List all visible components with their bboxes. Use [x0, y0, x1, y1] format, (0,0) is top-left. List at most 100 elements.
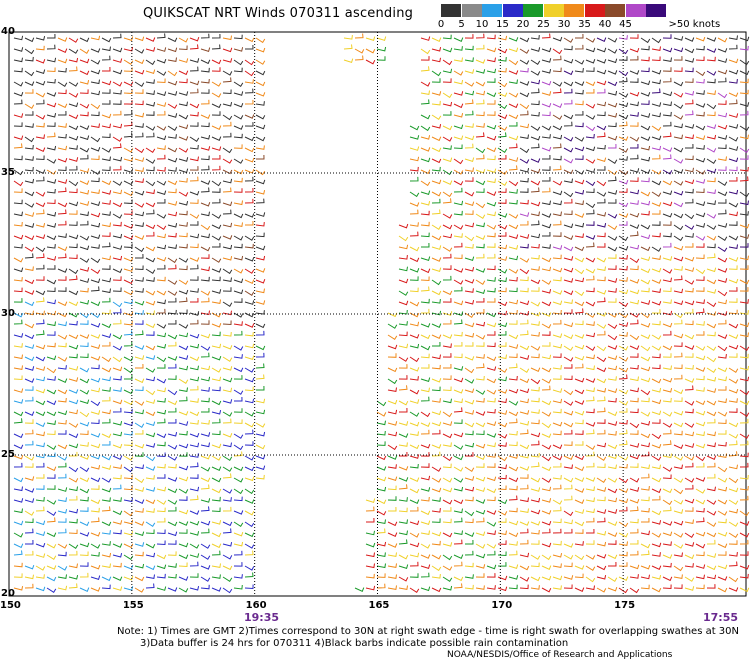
wind-barb: [35, 431, 45, 437]
wind-barb: [101, 156, 111, 162]
wind-barb: [35, 531, 46, 537]
wind-barb: [431, 334, 442, 339]
wind-barb: [695, 345, 706, 351]
wind-barb: [233, 408, 243, 413]
wind-barb: [739, 279, 750, 285]
wind-barb: [563, 309, 573, 314]
wind-barb: [233, 158, 244, 164]
wind-barb: [178, 496, 188, 501]
wind-barb: [739, 45, 749, 51]
wind-barb: [145, 125, 156, 131]
wind-barb: [123, 243, 133, 249]
wind-barb: [211, 563, 221, 568]
wind-barb: [123, 299, 133, 305]
wind-barb: [79, 168, 90, 173]
wind-barb: [596, 37, 607, 42]
wind-barb: [409, 222, 419, 227]
wind-barb: [79, 430, 89, 436]
wind-barb: [728, 388, 739, 394]
wind-barb: [607, 444, 618, 450]
wind-barb: [608, 143, 617, 149]
wind-barb: [145, 529, 155, 535]
wind-barb: [145, 59, 156, 66]
wind-barb: [178, 200, 189, 206]
wind-barb: [112, 407, 122, 413]
wind-barb: [431, 100, 441, 106]
wind-barb: [79, 211, 89, 217]
wind-barb: [200, 466, 211, 472]
wind-barb: [24, 323, 35, 329]
wind-barb: [398, 433, 409, 438]
wind-barb: [156, 356, 167, 363]
wind-barb: [651, 154, 661, 160]
wind-barb: [189, 199, 199, 204]
wind-barb: [46, 299, 56, 305]
wind-barb: [585, 257, 596, 263]
wind-barb: [442, 233, 453, 239]
wind-barb: [101, 309, 111, 315]
wind-barb: [442, 343, 452, 348]
wind-barb: [431, 497, 441, 502]
wind-barb: [607, 411, 618, 417]
wind-barb: [651, 552, 661, 557]
wind-barb: [200, 576, 211, 582]
wind-barb: [596, 541, 607, 547]
wind-barb: [464, 422, 475, 428]
wind-barb: [46, 244, 56, 249]
wind-barb: [607, 509, 618, 514]
wind-barb: [101, 477, 112, 483]
wind-barb: [640, 287, 650, 293]
wind-barb: [245, 44, 254, 50]
wind-barb: [101, 255, 111, 261]
wind-barb: [585, 287, 595, 293]
wind-barb: [431, 518, 441, 523]
wind-barb: [739, 102, 750, 107]
wind-barb: [475, 543, 486, 549]
wind-barb: [200, 397, 210, 403]
wind-barb: [651, 455, 662, 461]
wind-barb: [530, 301, 541, 307]
wind-barb: [706, 553, 717, 558]
wind-barb: [464, 430, 474, 436]
wind-barb: [409, 246, 420, 252]
wind-barb: [607, 190, 618, 195]
wind-barb: [167, 80, 178, 86]
wind-barb: [244, 70, 255, 77]
wind-barb: [442, 246, 453, 252]
wind-barb: [519, 466, 530, 471]
wind-barb: [35, 330, 45, 336]
wind-barb: [222, 356, 233, 363]
wind-barb: [420, 308, 430, 314]
wind-barb: [35, 191, 46, 197]
wind-barb: [475, 321, 486, 327]
wind-barb: [431, 46, 442, 52]
wind-barb: [134, 409, 144, 415]
wind-barb: [585, 81, 596, 87]
wind-barb: [178, 279, 189, 285]
longitude-label: 165: [368, 600, 390, 611]
wind-barb: [717, 246, 728, 252]
wind-barb: [706, 356, 717, 363]
wind-barb: [464, 378, 475, 384]
wind-barb: [684, 422, 695, 428]
wind-barb: [46, 389, 57, 395]
wind-barb: [486, 147, 497, 153]
wind-barb: [112, 345, 123, 351]
wind-barb: [57, 565, 68, 571]
wind-barb: [431, 451, 441, 457]
wind-barb: [475, 463, 485, 468]
wind-barb: [475, 334, 486, 340]
wind-barb: [717, 576, 728, 581]
wind-barb: [486, 488, 497, 494]
wind-barb: [728, 323, 739, 329]
wind-barb: [112, 245, 123, 250]
wind-barb: [530, 59, 541, 65]
wind-barb: [541, 58, 552, 63]
wind-barb: [453, 37, 464, 42]
wind-barb: [695, 455, 706, 462]
wind-barb: [376, 56, 386, 61]
wind-barb: [607, 224, 618, 230]
wind-barb: [145, 432, 156, 438]
wind-barb: [706, 574, 717, 580]
wind-barb: [57, 365, 67, 370]
